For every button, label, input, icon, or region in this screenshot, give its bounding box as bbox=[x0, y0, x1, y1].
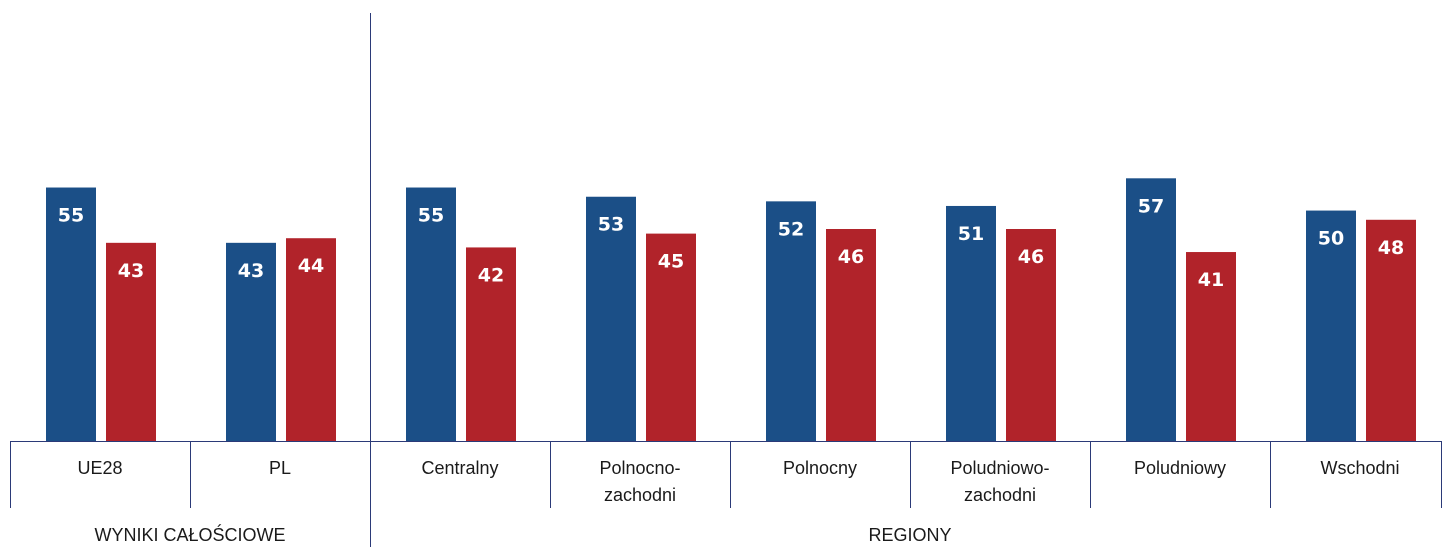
bar-series2-7[interactable] bbox=[1366, 219, 1416, 441]
category-label-5: Poludniowo-zachodni bbox=[950, 458, 1049, 505]
bar-series2-1[interactable] bbox=[286, 238, 336, 441]
category-label-4: Polnocny bbox=[783, 458, 857, 478]
category-label-0: UE28 bbox=[77, 458, 122, 478]
data-label-series2-4: 46 bbox=[838, 246, 864, 268]
data-label-series1-3: 53 bbox=[598, 214, 624, 236]
bar-series1-2[interactable] bbox=[406, 187, 456, 441]
data-label-series2-5: 46 bbox=[1018, 246, 1044, 268]
bar-series2-2[interactable] bbox=[466, 247, 516, 441]
data-label-series2-2: 42 bbox=[478, 264, 504, 286]
bar-series1-5[interactable] bbox=[946, 205, 996, 441]
category-label-6: Poludniowy bbox=[1134, 458, 1226, 478]
bar-series1-1[interactable] bbox=[226, 242, 276, 441]
data-label-series1-1: 43 bbox=[238, 260, 264, 282]
data-label-series1-5: 51 bbox=[958, 223, 984, 245]
category-label-7: Wschodni bbox=[1320, 458, 1399, 478]
data-label-series1-2: 55 bbox=[418, 205, 444, 227]
bar-series2-0[interactable] bbox=[106, 242, 156, 441]
data-label-series1-6: 57 bbox=[1138, 195, 1164, 217]
group-label-0: WYNIKI CAŁOŚCIOWE bbox=[94, 524, 285, 545]
category-label-1: PL bbox=[269, 458, 291, 478]
category-label-3: Polnocno-zachodni bbox=[599, 458, 680, 505]
category-label-2: Centralny bbox=[421, 458, 498, 478]
data-label-series2-0: 43 bbox=[118, 260, 144, 282]
bar-series1-3[interactable] bbox=[586, 196, 636, 441]
bar-series2-4[interactable] bbox=[826, 229, 876, 441]
bar-series1-6[interactable] bbox=[1126, 178, 1176, 441]
data-label-series2-7: 48 bbox=[1378, 237, 1404, 259]
bar-series2-5[interactable] bbox=[1006, 229, 1056, 441]
data-label-series2-6: 41 bbox=[1198, 269, 1224, 291]
data-label-series1-7: 50 bbox=[1318, 228, 1344, 250]
bar-series2-3[interactable] bbox=[646, 233, 696, 441]
bar-series1-4[interactable] bbox=[766, 201, 816, 441]
bar-series1-0[interactable] bbox=[46, 187, 96, 441]
bar-series2-6[interactable] bbox=[1186, 252, 1236, 441]
data-label-series1-0: 55 bbox=[58, 205, 84, 227]
data-label-series2-1: 44 bbox=[298, 255, 324, 277]
bar-series1-7[interactable] bbox=[1306, 210, 1356, 441]
data-label-series2-3: 45 bbox=[658, 251, 684, 273]
group-label-1: REGIONY bbox=[868, 525, 951, 545]
data-label-series1-4: 52 bbox=[778, 218, 804, 240]
